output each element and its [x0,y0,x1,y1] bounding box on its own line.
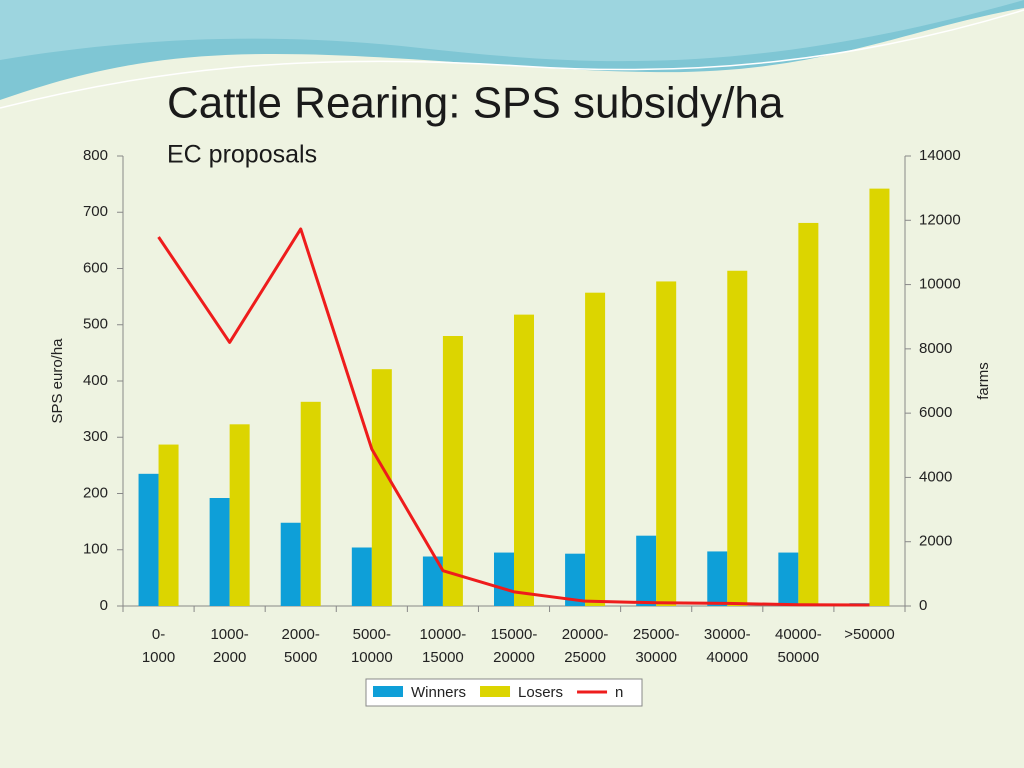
x-tick-label: 1000-2000 [210,626,248,666]
y2-tick-label: 4000 [919,468,952,485]
bar [351,547,372,606]
y-tick-label: 100 [83,541,108,558]
bar [209,498,230,606]
x-tick-label: 30000-40000 [704,626,751,666]
y2-tick-label: 6000 [919,404,952,421]
y2-axis-label: farms [975,362,992,400]
bar [158,444,179,606]
y-tick-label: 800 [83,147,108,164]
header-line [0,9,1024,109]
y2-tick-label: 10000 [919,276,961,293]
legend-swatch [373,686,403,697]
bar [656,281,677,606]
legend-label: Winners [411,684,466,701]
x-tick-label: 10000-15000 [420,626,467,666]
header-wave-light [0,0,1024,62]
y-tick-label: 500 [83,316,108,333]
bar [778,552,799,606]
line [157,227,870,607]
bar [565,553,586,606]
legend-label: n [615,684,623,701]
bar [280,522,301,606]
y-tick-label: 600 [83,259,108,276]
x-tick-label: 15000-20000 [491,626,538,666]
bar [798,222,819,606]
x-tick-label: 20000-25000 [562,626,609,666]
x-tick-label: >50000 [844,626,894,643]
chart-subtitle: EC proposals [167,141,317,169]
x-tick-label: 2000-5000 [282,626,320,666]
legend-label: Losers [518,684,563,701]
bar [229,424,250,606]
y-tick-label: 200 [83,484,108,501]
bar [138,473,159,606]
chart-title: Cattle Rearing: SPS subsidy/ha [167,79,784,128]
y2-tick-label: 8000 [919,340,952,357]
bar [442,336,463,606]
x-tick-label: 40000-50000 [775,626,822,666]
bar [585,292,606,606]
bar [300,401,321,606]
y2-tick-label: 12000 [919,211,961,228]
bar [371,369,392,606]
y-tick-label: 700 [83,203,108,220]
x-tick-label: 5000-10000 [351,626,393,666]
x-tick-label: 0-1000 [142,626,175,666]
bar [494,552,514,606]
bar [869,188,890,606]
y-tick-label: 400 [83,372,108,389]
y-tick-label: 0 [100,597,108,614]
bar [636,535,657,606]
y-axis-label: SPS euro/ha [49,338,66,424]
y2-tick-label: 0 [919,597,927,614]
y2-tick-label: 14000 [919,147,961,164]
y-tick-label: 300 [83,428,108,445]
legend-swatch [480,686,511,697]
bar [707,551,728,606]
y2-tick-label: 2000 [919,533,952,550]
x-tick-label: 25000-30000 [633,626,680,666]
bar [727,270,748,606]
bar [422,556,443,606]
bar [514,314,534,606]
